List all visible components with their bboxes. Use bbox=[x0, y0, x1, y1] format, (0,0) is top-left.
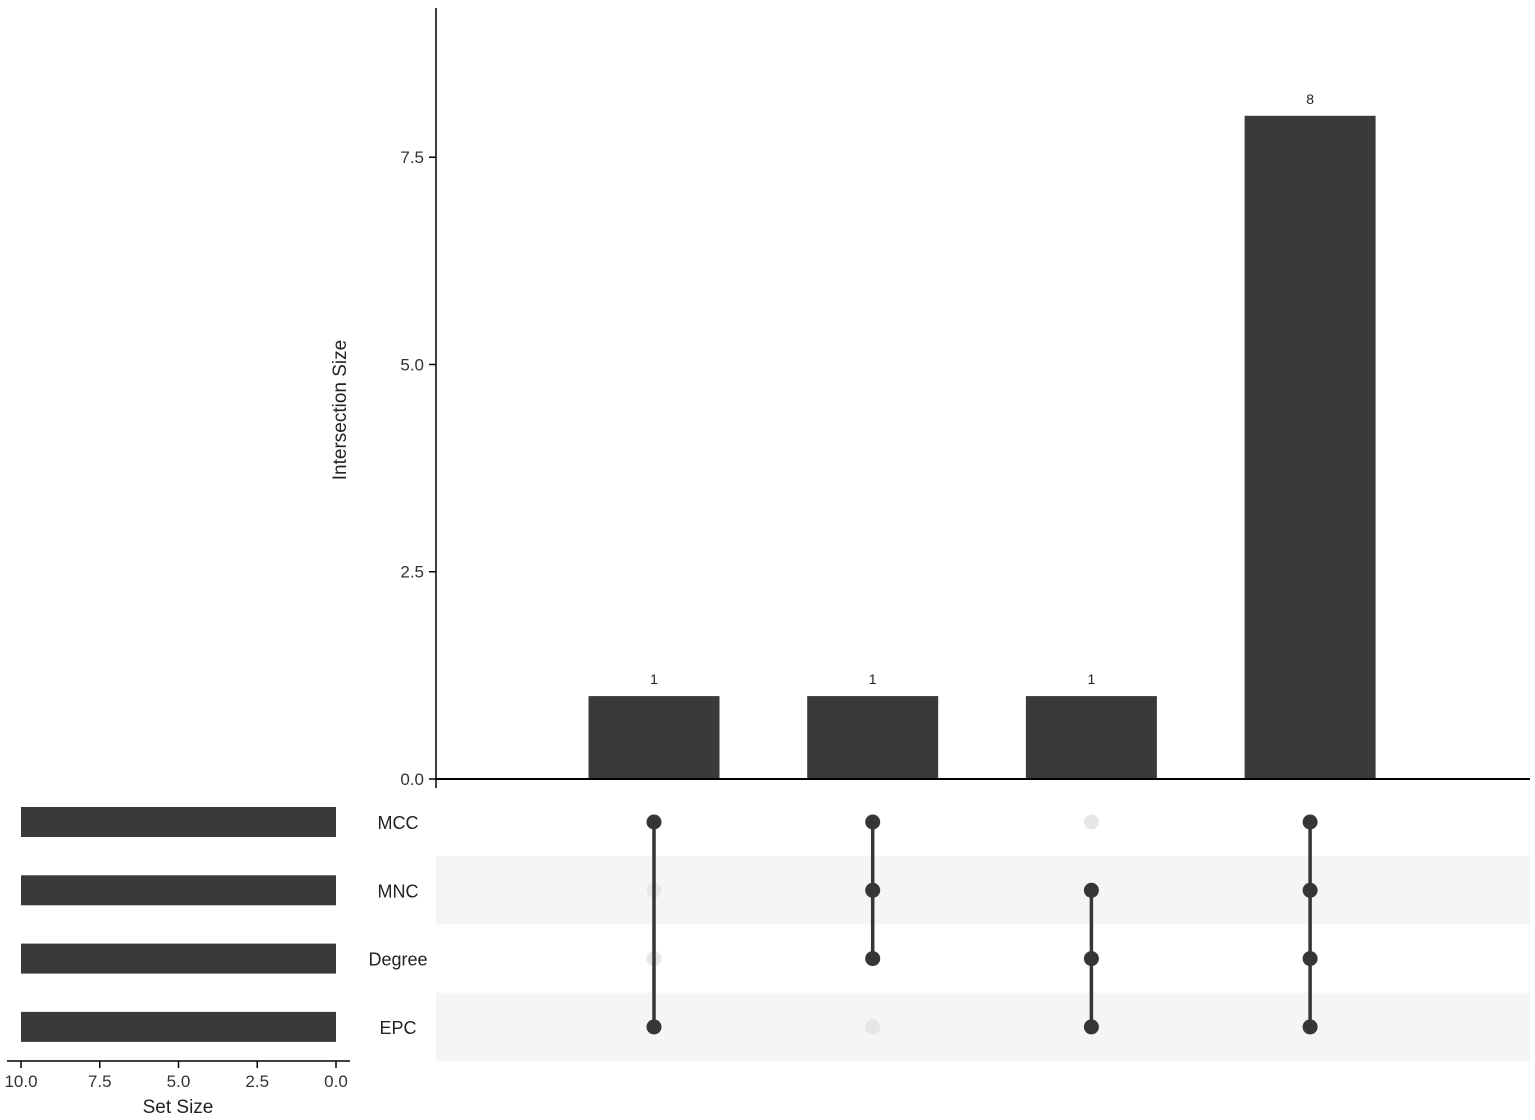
set-size-bar-degree bbox=[21, 943, 336, 974]
set-name-mcc: MCC bbox=[378, 813, 419, 833]
matrix-dot-active-2-mcc bbox=[865, 814, 881, 830]
y-axis-title: Intersection Size bbox=[330, 340, 351, 480]
set-size-tick-label-7-5: 7.5 bbox=[88, 1072, 112, 1091]
matrix-stripes bbox=[436, 856, 1530, 1062]
matrix-dot-inactive-3-mcc bbox=[1083, 814, 1099, 830]
set-size-bar-epc bbox=[21, 1011, 336, 1042]
set-size-tick-label-5-0: 5.0 bbox=[167, 1072, 191, 1091]
set-size-tick-label-0-0: 0.0 bbox=[324, 1072, 348, 1091]
x-axis-title: Set Size bbox=[143, 1097, 214, 1118]
y-tick-label-5-0: 5.0 bbox=[400, 355, 424, 374]
intersection-bar-4 bbox=[1244, 115, 1376, 780]
intersection-bar-labels: 1 1 1 8 bbox=[650, 91, 1314, 687]
matrix-dot-inactive-2-epc bbox=[865, 1019, 881, 1035]
matrix-stripe-mnc bbox=[436, 856, 1530, 925]
matrix-dot-active-4-epc bbox=[1302, 1019, 1318, 1035]
set-name-mnc: MNC bbox=[378, 881, 419, 901]
set-size-tick-label-2-5: 2.5 bbox=[245, 1072, 269, 1091]
matrix-dot-active-3-epc bbox=[1083, 1019, 1099, 1035]
intersection-bar-label-3: 1 bbox=[1088, 671, 1096, 687]
matrix-dot-active-2-mnc bbox=[865, 882, 881, 898]
matrix-dot-active-1-epc bbox=[646, 1019, 662, 1035]
intersection-bars bbox=[588, 115, 1376, 780]
set-size-bar-mnc bbox=[21, 875, 336, 906]
intersection-matrix bbox=[646, 814, 1318, 1035]
set-size-tick-label-10-0: 10.0 bbox=[4, 1072, 37, 1091]
set-name-labels: MCC MNC Degree EPC bbox=[368, 813, 427, 1038]
set-name-degree: Degree bbox=[368, 950, 427, 970]
set-size-x-axis: 10.0 7.5 5.0 2.5 0.0 bbox=[4, 1060, 350, 1091]
intersection-bar-label-1: 1 bbox=[650, 671, 658, 687]
intersection-bar-1 bbox=[588, 696, 720, 779]
matrix-dot-active-3-degree bbox=[1083, 951, 1099, 967]
intersection-bar-3 bbox=[1025, 696, 1157, 779]
matrix-dot-active-2-degree bbox=[865, 951, 881, 967]
y-tick-label-2-5: 2.5 bbox=[400, 563, 424, 582]
matrix-dot-active-4-degree bbox=[1302, 951, 1318, 967]
intersection-bar-label-4: 8 bbox=[1306, 91, 1314, 107]
intersection-bar-2 bbox=[807, 696, 939, 779]
matrix-dot-active-3-mnc bbox=[1083, 882, 1099, 898]
y-tick-label-7-5: 7.5 bbox=[400, 148, 424, 167]
y-tick-label-0-0: 0.0 bbox=[400, 770, 424, 789]
set-size-bar-mcc bbox=[21, 807, 336, 837]
matrix-dot-active-4-mcc bbox=[1302, 814, 1318, 830]
matrix-dot-active-1-mcc bbox=[646, 814, 662, 830]
intersection-bar-label-2: 1 bbox=[869, 671, 877, 687]
set-size-bars bbox=[21, 807, 336, 1042]
intersection-y-axis: 0.0 2.5 5.0 7.5 bbox=[400, 8, 1530, 789]
matrix-dot-active-4-mnc bbox=[1302, 882, 1318, 898]
set-name-epc: EPC bbox=[379, 1018, 416, 1038]
matrix-stripe-epc bbox=[436, 992, 1530, 1062]
